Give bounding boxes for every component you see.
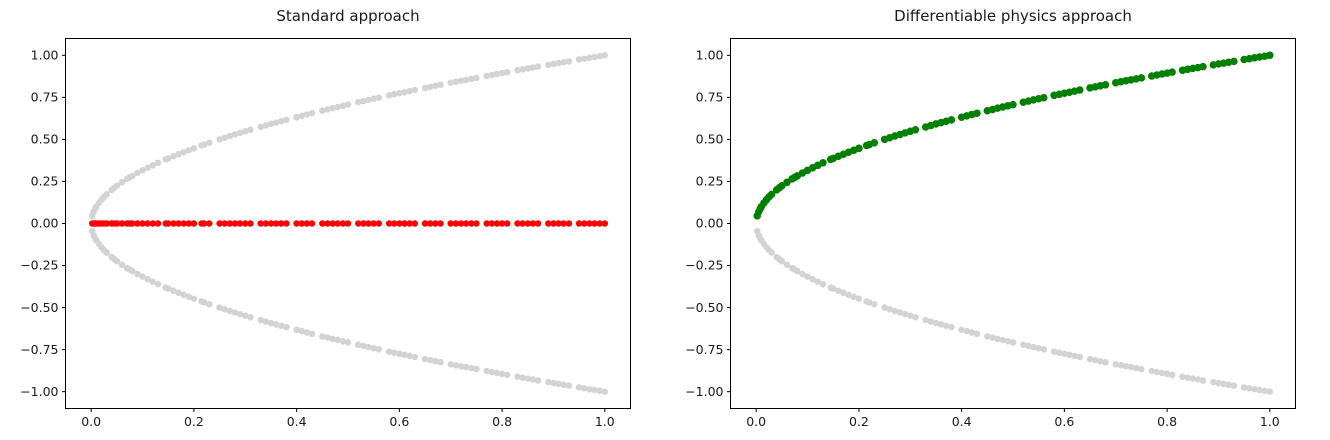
y-tick-label: −0.75 bbox=[685, 342, 723, 357]
y-tick-label: 0.25 bbox=[31, 174, 59, 189]
chart-title-standard: Standard approach bbox=[276, 7, 420, 25]
x-tick-label: 0.8 bbox=[492, 414, 512, 429]
x-tick-label: 0.0 bbox=[746, 414, 766, 429]
x-tick-label: 1.0 bbox=[595, 414, 615, 429]
y-tick-label: −0.50 bbox=[20, 300, 58, 315]
y-axis-ticks: 1.00 0.75 0.50 0.25 0.00 −0.25 −0.50 −0.75 −1.00 bbox=[685, 48, 731, 399]
y-tick-label: 0.75 bbox=[31, 90, 59, 105]
data-points-lower-branch bbox=[753, 227, 1274, 395]
y-tick-label: −0.75 bbox=[20, 342, 58, 357]
y-tick-label: 0.00 bbox=[696, 216, 724, 231]
y-tick-label: 1.00 bbox=[696, 48, 724, 63]
x-axis-ticks: 0.0 0.2 0.4 0.6 0.8 1.0 bbox=[81, 408, 615, 429]
chart-title-diffphysics: Differentiable physics approach bbox=[894, 7, 1132, 25]
y-tick-label: −1.00 bbox=[685, 384, 723, 399]
y-tick-label: 0.50 bbox=[696, 132, 724, 147]
y-tick-label: 0.50 bbox=[31, 132, 59, 147]
x-tick-label: 0.6 bbox=[389, 414, 409, 429]
x-tick-label: 0.6 bbox=[1054, 414, 1074, 429]
x-tick-label: 0.2 bbox=[849, 414, 869, 429]
y-tick-label: −1.00 bbox=[20, 384, 58, 399]
y-tick-label: −0.25 bbox=[20, 258, 58, 273]
x-tick-label: 0.4 bbox=[287, 414, 307, 429]
y-tick-label: 0.00 bbox=[31, 216, 59, 231]
standard-prediction-points bbox=[88, 220, 609, 227]
x-tick-label: 1.0 bbox=[1260, 414, 1280, 429]
standard-approach-plot: 0.0 0.2 0.4 0.6 0.8 1.0 1.00 0.75 0.50 0.25 0.00 −0… bbox=[20, 38, 631, 429]
data-points-lower-branch bbox=[88, 227, 609, 395]
data-points-upper-branch bbox=[88, 52, 609, 220]
figure-standard-approach: Standard approach 0.0 0.2 0.4 0.6 0.8 1.0 1.00… bbox=[20, 7, 631, 429]
y-axis-ticks: 1.00 0.75 0.50 0.25 0.00 −0.25 −0.50 −0.75 −1.00 bbox=[20, 48, 66, 399]
x-tick-label: 0.0 bbox=[81, 414, 101, 429]
y-tick-label: −0.25 bbox=[685, 258, 723, 273]
x-tick-label: 0.2 bbox=[184, 414, 204, 429]
y-tick-label: 0.25 bbox=[696, 174, 724, 189]
y-tick-label: 1.00 bbox=[31, 48, 59, 63]
y-tick-label: −0.50 bbox=[685, 300, 723, 315]
y-tick-label: 0.75 bbox=[696, 90, 724, 105]
axes-frame bbox=[730, 38, 1296, 409]
figure-differentiable-physics: Differentiable physics approach 0.0 0.2 0.… bbox=[665, 0, 1330, 440]
x-tick-label: 0.4 bbox=[952, 414, 972, 429]
differentiable-physics-plot: 0.0 0.2 0.4 0.6 0.8 1.0 1.00 0.75 0.50 0.25 0.00 −0… bbox=[685, 38, 1296, 429]
diffphysics-solution-points bbox=[753, 51, 1274, 220]
x-axis-ticks: 0.0 0.2 0.4 0.6 0.8 1.0 bbox=[746, 408, 1280, 429]
x-tick-label: 0.8 bbox=[1157, 414, 1177, 429]
